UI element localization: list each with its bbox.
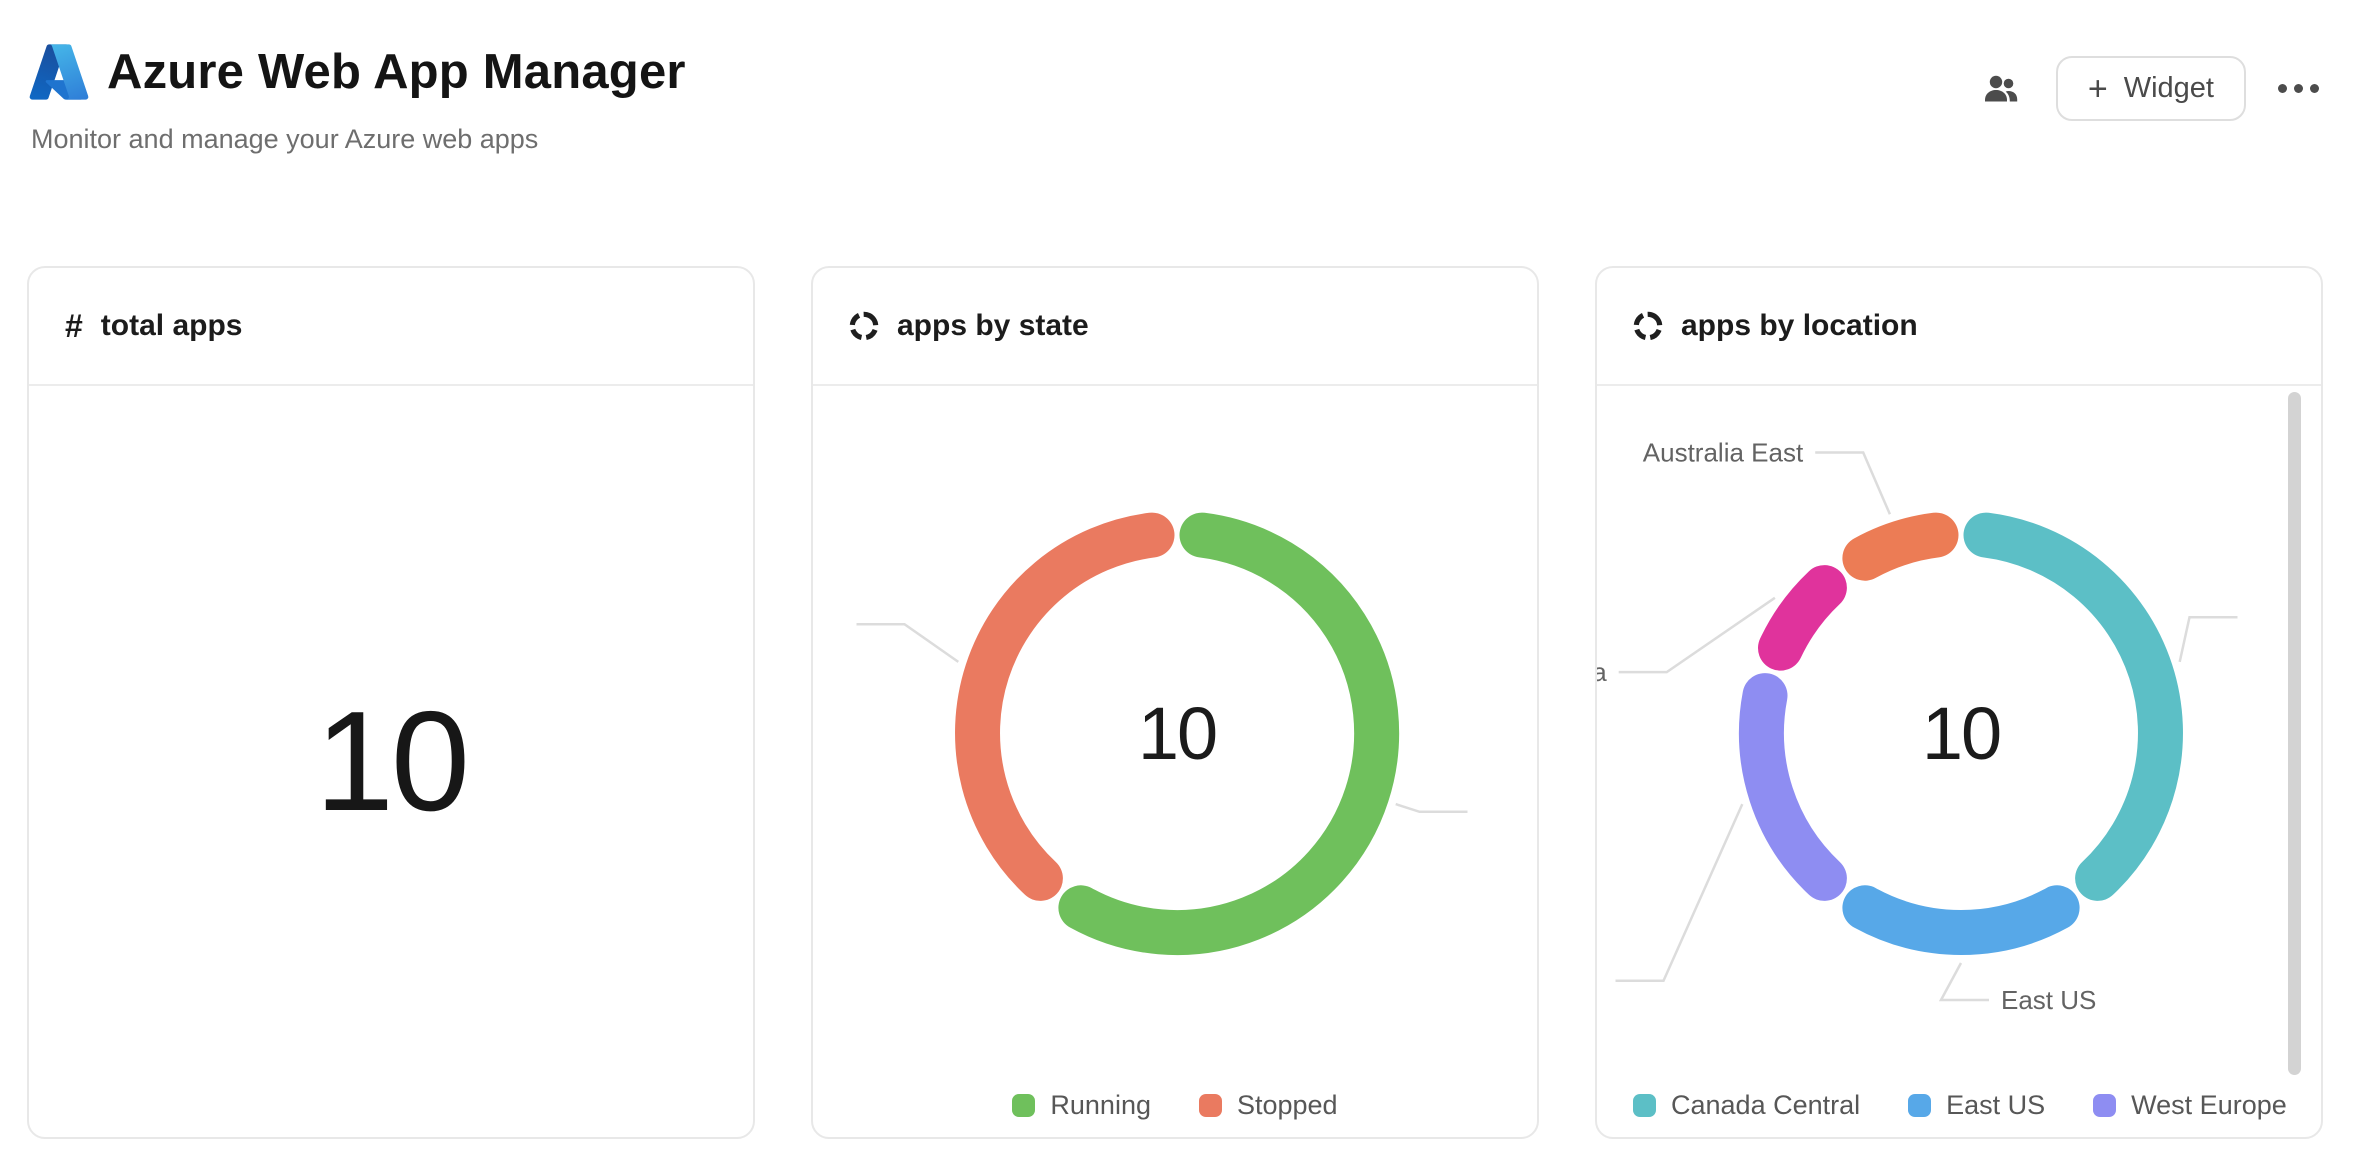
donut-chart-icon xyxy=(849,311,879,341)
plus-icon: + xyxy=(2087,69,2108,108)
donut-slice[interactable] xyxy=(1963,512,2183,901)
legend-item[interactable]: West Europe xyxy=(2093,1090,2287,1121)
legend-label: West Europe xyxy=(2131,1090,2287,1120)
legend-label: Running xyxy=(1050,1090,1151,1120)
total-apps-card: # total apps 10 xyxy=(27,266,755,1139)
apps-by-location-donut-chart: East US a Australia East 10 xyxy=(1597,386,2321,1080)
apps-by-state-card-title: apps by state xyxy=(897,309,1089,342)
slice-leader-line xyxy=(2178,615,2238,663)
donut-slice[interactable] xyxy=(1758,565,1847,671)
apps-by-state-card: apps by state 10 Running Stopped xyxy=(811,266,1539,1139)
legend-swatch xyxy=(1198,1094,1222,1117)
header-actions: + Widget xyxy=(1976,56,2321,121)
apps-by-location-card-body: East US a Australia East 10 Canada Central E… xyxy=(1597,386,2321,1137)
add-widget-button[interactable]: + Widget xyxy=(2055,56,2246,121)
slice-label: Australia East xyxy=(1643,438,1804,468)
legend-item[interactable]: Running xyxy=(1012,1090,1151,1121)
total-apps-card-header: # total apps xyxy=(29,268,753,386)
donut-center-value: 10 xyxy=(1138,692,1216,775)
legend-swatch xyxy=(1633,1094,1656,1117)
apps-by-state-card-body: 10 Running Stopped xyxy=(813,386,1537,1137)
slice-label: East US xyxy=(2001,985,2096,1015)
add-widget-label: Widget xyxy=(2123,72,2214,104)
azure-logo-icon xyxy=(27,40,91,104)
slice-leader-line xyxy=(1815,451,1892,515)
slice-leader-line xyxy=(856,622,960,663)
donut-slice[interactable] xyxy=(955,512,1175,901)
apps-by-state-legend: Running Stopped xyxy=(813,1090,1537,1121)
legend-item[interactable]: Stopped xyxy=(1198,1090,1338,1121)
slice-label: a xyxy=(1597,657,1607,687)
legend-item[interactable]: Canada Central xyxy=(1633,1090,1860,1121)
total-apps-card-title: total apps xyxy=(100,309,243,342)
donut-slice[interactable] xyxy=(1842,885,2080,955)
page-subtitle: Monitor and manage your Azure web apps xyxy=(31,124,539,154)
title-row: Azure Web App Manager xyxy=(27,40,686,104)
apps-by-location-legend: Canada Central East US West Europe xyxy=(1597,1090,2321,1121)
donut-chart-icon xyxy=(1633,311,1663,341)
page-title: Azure Web App Manager xyxy=(107,45,686,99)
card-scrollbar-thumb[interactable] xyxy=(2288,392,2301,1075)
donut-slice[interactable] xyxy=(1058,512,1400,955)
page-header: Azure Web App Manager Monitor and manage… xyxy=(27,40,686,155)
slice-leader-line xyxy=(1618,596,1776,674)
legend-label: Stopped xyxy=(1236,1090,1338,1120)
slice-leader-line xyxy=(1395,802,1468,814)
slice-leader-line xyxy=(1615,803,1744,983)
apps-by-state-donut-chart: 10 xyxy=(813,386,1537,1080)
legend-label: East US xyxy=(1946,1090,2046,1120)
apps-by-location-card-title: apps by location xyxy=(1681,309,1918,342)
apps-by-location-card: apps by location East US a Australia East 1… xyxy=(1595,266,2323,1139)
people-icon[interactable] xyxy=(1976,67,2026,111)
legend-swatch xyxy=(2093,1094,2117,1117)
legend-item[interactable]: East US xyxy=(1908,1090,2045,1121)
donut-center-value: 10 xyxy=(1922,692,2000,775)
legend-swatch xyxy=(1908,1094,1932,1117)
hash-icon: # xyxy=(65,307,83,344)
donut-slice[interactable] xyxy=(1739,673,1847,901)
donut-slice[interactable] xyxy=(1842,512,1959,581)
slice-leader-line xyxy=(1938,962,1989,1002)
apps-by-location-card-header: apps by location xyxy=(1597,268,2321,386)
apps-by-state-card-header: apps by state xyxy=(813,268,1537,386)
total-apps-card-body: 10 xyxy=(29,386,753,1137)
widget-grid: # total apps 10 apps by state 10 Running… xyxy=(27,266,2323,1139)
legend-swatch xyxy=(1012,1094,1036,1117)
ellipsis-icon[interactable] xyxy=(2276,76,2321,101)
total-apps-value: 10 xyxy=(315,681,470,841)
legend-label: Canada Central xyxy=(1671,1090,1861,1120)
